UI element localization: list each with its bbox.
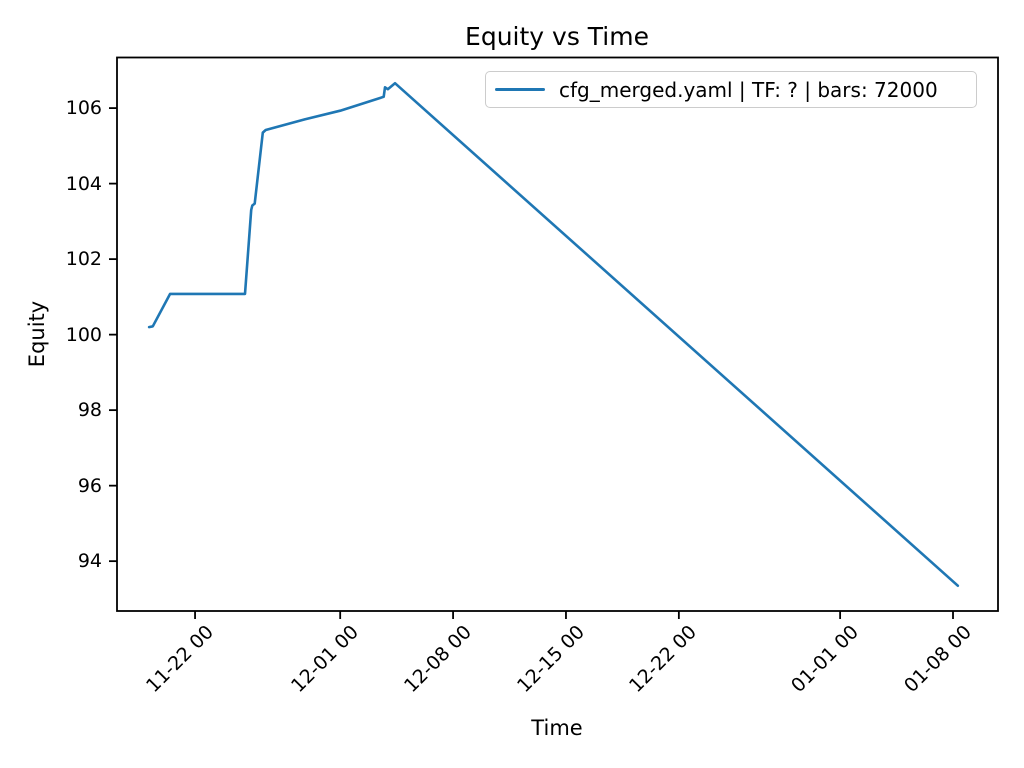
y-tick-label: 102 bbox=[65, 248, 102, 271]
equity-line-series bbox=[147, 81, 960, 588]
y-tick-label: 96 bbox=[77, 474, 102, 497]
x-tick-marks bbox=[194, 611, 954, 619]
legend-label: cfg_merged.yaml | TF: ? | bars: 72000 bbox=[559, 77, 938, 102]
y-tick-marks bbox=[109, 107, 117, 563]
chart-title: Equity vs Time bbox=[465, 22, 649, 51]
x-axis-label: Time bbox=[531, 716, 583, 740]
plot-frame-spines bbox=[116, 56, 999, 612]
y-tick-label: 106 bbox=[65, 97, 102, 120]
y-axis-label: Equity bbox=[25, 300, 49, 368]
y-tick-label: 98 bbox=[77, 399, 102, 422]
y-tick-label: 104 bbox=[65, 172, 102, 195]
legend: cfg_merged.yaml | TF: ? | bars: 72000 bbox=[485, 71, 977, 108]
legend-line-swatch bbox=[495, 87, 545, 92]
y-tick-label: 94 bbox=[77, 550, 102, 573]
y-tick-label: 100 bbox=[65, 323, 102, 346]
